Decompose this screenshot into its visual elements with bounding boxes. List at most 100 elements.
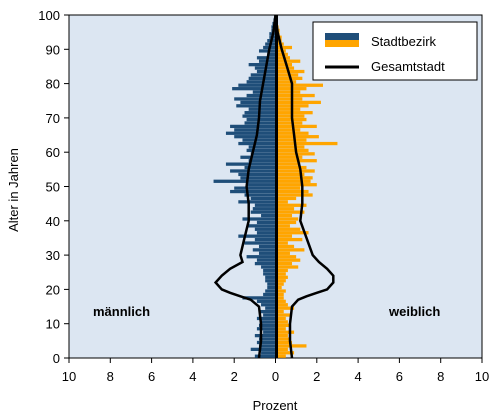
x-tick-label: 10 [62,369,76,384]
bar-male [265,279,276,283]
y-axis-label: Alter in Jahren [6,148,21,232]
bar-male [250,210,276,214]
bar-female [275,220,297,225]
bar-male [242,138,276,142]
bar-male [234,97,276,101]
bar-female [275,272,286,276]
bar-female [275,261,293,266]
bar-female [275,327,286,331]
bar-male [250,73,276,77]
bar-female [275,131,309,135]
bar-female [275,237,303,242]
bar-male [256,220,276,225]
bar-male [213,179,276,183]
bar-female [275,227,301,231]
bar-female [275,203,307,207]
bar-male [240,100,276,105]
bar-female [275,193,313,197]
bar-female [275,141,338,146]
bar-female [275,145,305,149]
bar-male [265,275,276,279]
bar-female [275,80,297,84]
bar-female [275,224,290,228]
bar-female [275,135,319,139]
bar-male [246,183,276,187]
bar-female [275,340,293,345]
y-tick-label: 20 [46,282,60,297]
legend: Stadtbezirk Gesamtstadt [312,21,478,81]
bar-male [242,217,276,221]
bar-female [275,93,315,98]
bar-female [275,258,301,262]
bar-female [275,152,315,156]
bar-female [275,66,295,70]
bar-male [238,83,276,87]
bar-female [275,100,321,105]
bar-male [267,52,276,57]
y-tick-label: 100 [38,8,60,23]
bar-male [258,337,276,341]
bar-female [275,114,305,118]
bar-female [275,207,295,211]
bar-male [238,141,276,146]
gesamtstadt-female-line [274,14,335,359]
bar-male [244,241,276,245]
bar-male [261,213,276,218]
x-axis-label: Prozent [253,398,298,413]
y-tick-label: 40 [46,214,60,229]
bar-female [275,296,284,300]
bar-female [275,97,303,101]
bar-female [275,148,309,153]
legend-box [312,21,478,81]
bar-female [275,299,286,303]
bar-male [254,237,276,242]
bar-male [265,289,276,293]
bar-male [254,354,276,358]
bar-male [234,135,276,139]
bar-male [258,309,276,314]
bar-female [275,128,301,132]
bar-male [240,176,276,180]
y-tick-label: 10 [46,317,60,332]
bar-male [261,320,276,324]
bar-female [275,210,305,214]
bar-female [275,169,315,173]
y-tick-label: 0 [53,351,60,366]
y-tick-label: 70 [46,111,60,126]
bar-female [275,323,290,327]
bar-male [256,340,276,345]
bar-female [275,251,290,255]
legend-swatch-male [325,33,359,40]
bar-male [234,186,276,190]
bar-female [275,213,293,218]
x-axis-ticks: 10 8 6 4 2 0 2 4 6 8 10 [62,358,489,384]
bar-male [230,124,276,129]
bar-male [252,207,276,211]
bar-male [244,193,276,197]
bar-male [254,333,276,338]
bar-female [275,73,299,77]
bar-male [246,148,276,153]
bar-male [248,107,276,111]
bar-female [275,59,301,63]
bar-female [275,351,295,355]
bar-female [275,241,288,245]
bar-female [275,111,313,115]
bar-female [275,265,299,269]
bar-female [275,179,311,183]
bar-female [275,196,297,201]
bar-male [256,299,276,303]
x-tick-label: 8 [437,369,444,384]
bar-female [275,309,284,314]
bar-female [275,275,288,279]
bar-female [275,279,286,283]
bar-female [275,52,288,57]
bar-female [275,285,282,290]
bar-male [225,131,276,135]
y-tick-label: 60 [46,145,60,160]
x-tick-label: 6 [396,369,403,384]
bar-male [244,165,276,170]
bar-male [263,268,276,273]
bar-female [275,162,301,166]
y-axis-ticks: 0 10 20 30 40 50 60 70 80 90 100 [38,8,69,366]
